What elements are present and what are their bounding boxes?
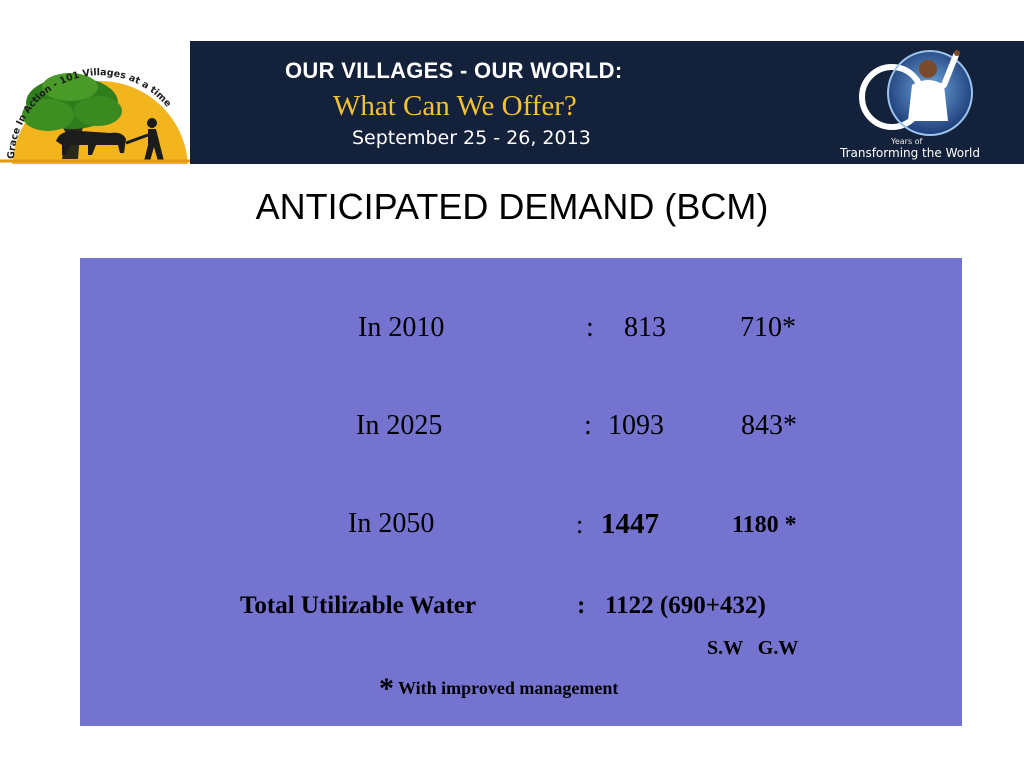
- demand-improved: 1180 *: [732, 512, 797, 538]
- footnote-text: With improved management: [398, 678, 619, 698]
- demand-year: In 2010: [358, 312, 445, 343]
- demand-table: In 2010 : 813 710* In 2025 : 1093 843* I…: [80, 258, 962, 726]
- years-of-label: Years of: [891, 137, 923, 146]
- footnote-star: *: [379, 672, 394, 705]
- total-breakdown: S.W G.W: [707, 637, 799, 659]
- demand-year: In 2025: [356, 410, 443, 441]
- page-title: ANTICIPATED DEMAND (BCM): [255, 186, 769, 227]
- demand-year: In 2050: [348, 508, 435, 539]
- demand-improved: 710*: [740, 312, 796, 343]
- header-banner: Grace In Action - 101 Villages at a time…: [0, 41, 1024, 164]
- demand-improved: 843*: [741, 410, 797, 441]
- demand-colon: :: [586, 312, 594, 343]
- total-colon: :: [577, 592, 586, 619]
- demand-colon: :: [584, 410, 592, 441]
- total-value: 1122 (690+432): [605, 592, 766, 619]
- banner-date: September 25 - 26, 2013: [352, 127, 591, 149]
- banner-title: OUR VILLAGES - OUR WORLD:: [285, 58, 623, 83]
- banner-tagline: Transforming the World: [840, 146, 980, 160]
- demand-value: 813: [624, 312, 666, 343]
- anniversary-logo: [836, 41, 1024, 164]
- banner-subtitle: What Can We Offer?: [333, 90, 577, 122]
- demand-value: 1447: [601, 508, 659, 540]
- demand-colon: :: [576, 510, 584, 539]
- villages-logo: Grace In Action - 101 Villages at a time: [0, 41, 190, 164]
- demand-value: 1093: [608, 410, 664, 441]
- total-label: Total Utilizable Water: [240, 592, 477, 619]
